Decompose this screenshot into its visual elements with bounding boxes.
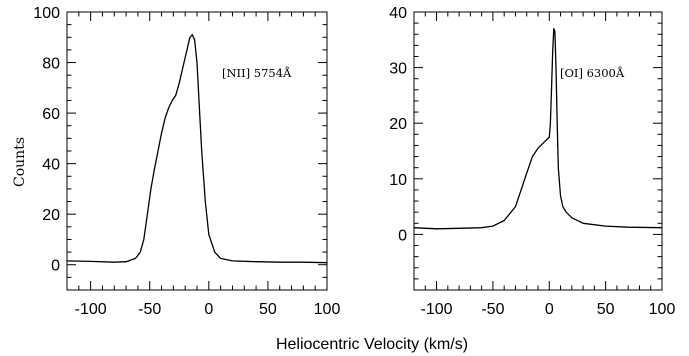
y-axis-title: Counts <box>12 137 28 187</box>
oi-y-tick-label: 20 <box>389 116 407 133</box>
oi-x-tick-label: 50 <box>597 301 615 318</box>
oi-y-tick-label: 40 <box>389 5 407 22</box>
oi-x-tick-label: 100 <box>649 301 676 318</box>
nii-spectrum-line <box>66 34 328 264</box>
oi-y-tick-label: 10 <box>389 172 407 189</box>
oi-spectrum-line <box>413 28 663 230</box>
nii-y-tick-label: 0 <box>51 258 60 275</box>
nii-y-tick-label: 60 <box>42 106 60 123</box>
nii-x-tick-label: 50 <box>259 301 277 318</box>
oi-line-label: [OI] 6300Å <box>560 66 625 80</box>
oi-x-tick-label: -100 <box>421 301 453 318</box>
oi-plot-frame <box>413 11 663 291</box>
nii-y-tick-label: 20 <box>42 207 60 224</box>
oi-y-tick-label: 0 <box>398 227 407 244</box>
nii-y-tick-label: 80 <box>42 56 60 73</box>
oi-panel: -100 -50 0 50 100 0 10 20 30 40 [OI] 6300Å <box>389 5 675 318</box>
nii-panel: -100 -50 0 50 100 0 20 40 60 80 100 [NII] 5754Å <box>33 5 340 318</box>
nii-x-tick-label: -100 <box>75 301 107 318</box>
x-axis-title: Heliocentric Velocity (km/s) <box>276 336 468 353</box>
nii-x-tick-label: 100 <box>314 301 341 318</box>
oi-y-tick-label: 30 <box>389 61 407 78</box>
nii-x-tick-label: 0 <box>204 301 213 318</box>
nii-x-tick-label: -50 <box>138 301 161 318</box>
nii-y-tick-label: 40 <box>42 157 60 174</box>
nii-line-label: [NII] 5754Å <box>222 66 292 80</box>
nii-plot-frame <box>66 11 328 291</box>
oi-x-tick-label: 0 <box>545 301 554 318</box>
nii-y-tick-label: 100 <box>33 5 60 22</box>
oi-x-tick-label: -50 <box>481 301 504 318</box>
